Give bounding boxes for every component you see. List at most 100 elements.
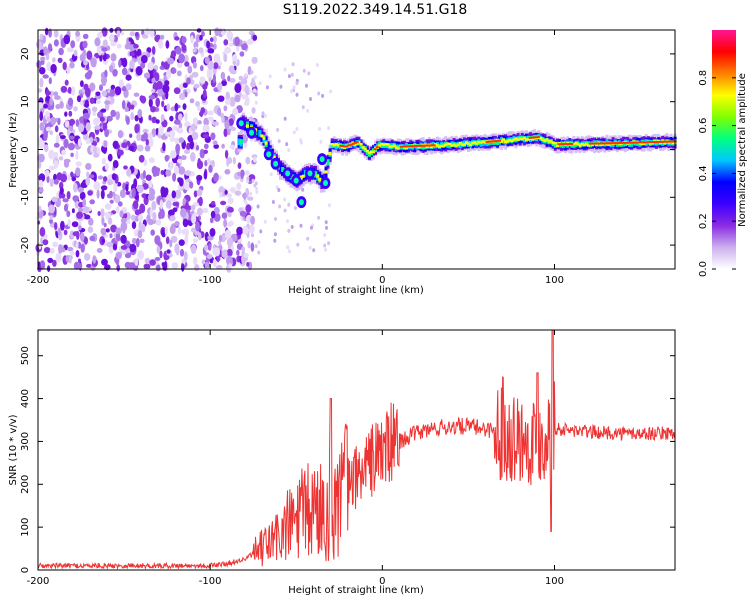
noise-blob: [129, 243, 137, 253]
signal-cell: [258, 129, 262, 137]
signal-cell: [458, 142, 462, 145]
noise-blob: [46, 175, 50, 184]
noise-blob: [268, 74, 272, 79]
noise-blob: [202, 124, 210, 133]
noise-blob: [217, 95, 225, 102]
noise-blob: [133, 43, 139, 49]
signal-cell: [502, 138, 506, 141]
noise-blob: [149, 259, 156, 266]
noise-blob: [165, 236, 170, 245]
signal-cell: [574, 143, 578, 147]
noise-blob: [329, 89, 333, 94]
noise-blob: [148, 180, 153, 188]
signal-core-cell: [568, 143, 572, 145]
noise-blob: [43, 46, 48, 56]
noise-blob: [134, 32, 139, 37]
noise-blob: [309, 97, 312, 101]
signal-cell: [446, 143, 450, 147]
signal-cell: [599, 143, 603, 146]
noise-blob: [226, 221, 233, 227]
noise-blob: [96, 248, 103, 253]
signal-cell: [266, 142, 270, 152]
signal-cell: [372, 148, 375, 153]
noise-blob: [225, 99, 231, 105]
noise-blob: [164, 260, 168, 271]
signal-cell: [396, 146, 400, 150]
signal-cell: [239, 139, 243, 145]
noise-blob: [49, 218, 53, 224]
noise-blob: [134, 123, 140, 134]
noise-blob: [217, 82, 223, 91]
noise-blob: [164, 154, 169, 162]
noise-blob: [184, 61, 190, 67]
noise-blob: [295, 127, 299, 131]
noise-blob: [59, 101, 64, 109]
noise-blob: [70, 86, 76, 96]
noise-blob: [164, 131, 172, 136]
noise-blob: [100, 189, 105, 200]
noise-blob: [319, 139, 323, 144]
noise-blob: [221, 80, 227, 87]
colorbar-tick-label: 0.4: [698, 165, 709, 181]
signal-core-cell: [619, 141, 623, 144]
noise-blob: [190, 152, 196, 162]
signal-blob-core: [293, 177, 299, 184]
noise-blob: [57, 57, 63, 63]
noise-blob: [202, 207, 209, 214]
noise-blob: [102, 147, 107, 154]
noise-blob: [234, 190, 242, 196]
noise-blob: [134, 115, 139, 122]
noise-blob: [223, 105, 228, 112]
noise-blob: [39, 77, 44, 88]
signal-cell: [318, 178, 322, 182]
noise-blob: [120, 245, 128, 250]
noise-blob: [202, 89, 207, 99]
noise-blob: [71, 221, 79, 228]
noise-blob: [43, 103, 48, 109]
noise-blob: [139, 203, 146, 214]
noise-blob: [263, 113, 267, 118]
noise-blob: [180, 208, 187, 218]
signal-cell: [467, 142, 470, 145]
noise-blob: [187, 65, 193, 74]
noise-blob: [283, 197, 287, 202]
noise-blob: [226, 193, 232, 198]
noise-blob: [245, 94, 249, 100]
noise-blob: [171, 197, 178, 202]
signal-cell: [405, 147, 408, 150]
noise-blob: [200, 109, 204, 118]
noise-blob: [214, 247, 221, 257]
noise-blob: [224, 229, 232, 239]
signal-core-cell: [403, 145, 407, 148]
noise-blob: [169, 150, 177, 159]
signal-cell: [330, 143, 334, 146]
noise-blob: [101, 258, 108, 266]
noise-blob: [101, 157, 106, 165]
noise-blob: [47, 257, 54, 264]
noise-blob: [121, 67, 128, 76]
noise-blob: [202, 83, 208, 90]
colorbar: 0.0 0.2 0.4 0.6 0.8 Normalized spectral ampl…: [698, 30, 748, 277]
noise-blob: [182, 103, 187, 110]
signal-cell: [365, 149, 369, 153]
noise-blob: [78, 123, 85, 133]
noise-blob: [50, 63, 57, 74]
signal-blob-core: [298, 199, 304, 206]
signal-core-cell: [642, 141, 646, 144]
signal-cell: [367, 151, 371, 155]
noise-blob: [93, 152, 100, 158]
noise-blob: [305, 83, 308, 88]
noise-blob: [239, 51, 245, 57]
signal-cell: [642, 142, 646, 145]
signal-core-cell: [657, 140, 661, 143]
noise-blob: [182, 82, 188, 88]
noise-blob: [307, 71, 311, 76]
signal-core-cell: [663, 140, 667, 143]
noise-blob: [119, 210, 124, 218]
noise-blob: [227, 157, 233, 165]
noise-blob: [70, 152, 74, 158]
signal-core-cell: [636, 141, 640, 144]
signal-core-cell: [399, 145, 403, 148]
signal-cell: [353, 143, 357, 146]
noise-blob: [107, 179, 113, 186]
